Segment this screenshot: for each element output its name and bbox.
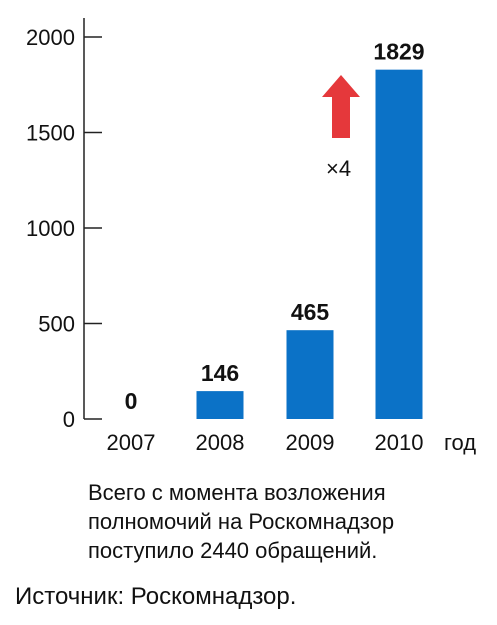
y-tick-label-4: 2000 [26,25,75,50]
bars [196,69,423,419]
bar-value-label-2008: 146 [201,360,239,386]
bar-value-label-2007: 0 [125,388,138,414]
growth-annotation: ×4 [326,156,351,181]
x-axis-labels: 2007 2008 2009 2010 [107,430,424,455]
summary-note: Всего с момента возложения полномочий на… [88,478,488,565]
summary-note-line-2: полномочий на Роскомнадзор [88,509,395,534]
x-axis-title: год [444,430,476,455]
bar-labels: 0 146 465 1829 [125,39,425,414]
y-tick-label-1: 500 [38,312,75,337]
summary-note-line-1: Всего с момента возложения [88,480,386,505]
y-tick-label-0: 0 [63,407,75,432]
y-tick-label-3: 1500 [26,121,75,146]
growth-arrow-icon [322,75,360,138]
x-tick-label-2007: 2007 [107,430,156,455]
y-tick-label-2: 1000 [26,216,75,241]
x-tick-label-2008: 2008 [196,430,245,455]
x-tick-label-2009: 2009 [286,430,335,455]
bar-value-label-2010: 1829 [373,39,424,65]
x-tick-label-2010: 2010 [375,430,424,455]
summary-note-line-3: поступило 2440 обращений. [88,538,378,563]
bar-2008 [196,391,244,419]
bar-2009 [286,330,334,419]
bar-2010 [375,69,423,419]
bar-value-label-2009: 465 [291,299,330,325]
source-credit: Источник: Роскомнадзор. [15,583,297,610]
y-axis-ticks: 0 500 1000 1500 2000 [26,25,102,432]
